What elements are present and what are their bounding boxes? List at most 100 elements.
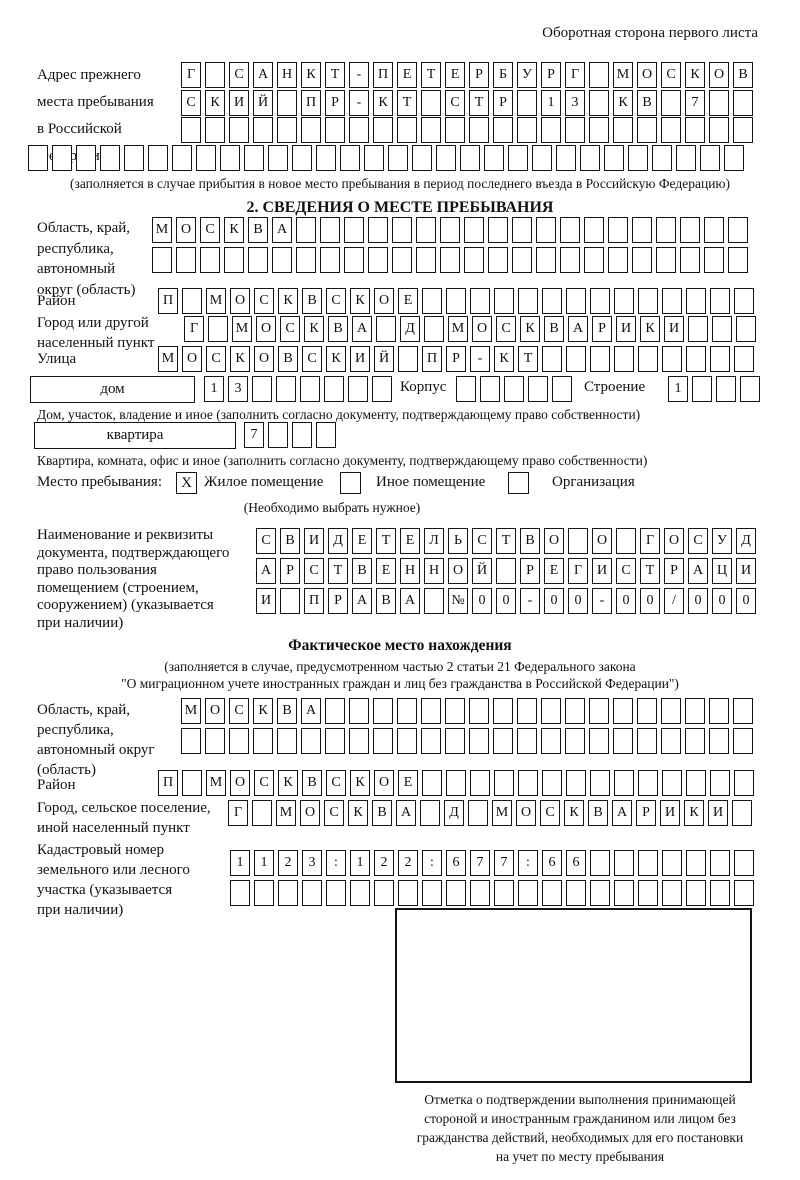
char-box[interactable]: О [472, 316, 492, 342]
char-box[interactable] [733, 728, 753, 754]
char-box[interactable] [512, 247, 532, 273]
char-box[interactable]: О [709, 62, 729, 88]
char-box[interactable] [733, 698, 753, 724]
char-box[interactable]: В [520, 528, 540, 554]
char-box[interactable]: С [445, 90, 465, 116]
char-box[interactable] [392, 217, 412, 243]
char-box[interactable]: Д [328, 528, 348, 554]
char-box[interactable] [685, 117, 705, 143]
char-box[interactable] [542, 880, 562, 906]
char-box[interactable]: 6 [446, 850, 466, 876]
char-box[interactable] [704, 247, 724, 273]
char-box[interactable]: В [280, 528, 300, 554]
char-box[interactable]: О [205, 698, 225, 724]
char-box[interactable]: К [301, 62, 321, 88]
char-box[interactable] [493, 728, 513, 754]
char-box[interactable]: Д [444, 800, 464, 826]
char-box[interactable] [176, 247, 196, 273]
char-box[interactable]: К [326, 346, 346, 372]
char-box[interactable]: Е [400, 528, 420, 554]
char-box[interactable] [446, 770, 466, 796]
char-box[interactable] [373, 728, 393, 754]
char-box[interactable] [248, 247, 268, 273]
char-box[interactable] [517, 728, 537, 754]
char-box[interactable]: А [396, 800, 416, 826]
char-box[interactable] [445, 117, 465, 143]
char-box[interactable] [422, 770, 442, 796]
char-box[interactable] [542, 288, 562, 314]
char-box[interactable] [436, 145, 456, 171]
char-box[interactable]: 1 [668, 376, 688, 402]
char-box[interactable]: М [181, 698, 201, 724]
char-box[interactable] [496, 558, 516, 584]
char-box[interactable]: А [352, 588, 372, 614]
char-box[interactable]: Т [328, 558, 348, 584]
char-box[interactable]: В [328, 316, 348, 342]
char-box[interactable]: И [350, 346, 370, 372]
char-box[interactable]: Г [228, 800, 248, 826]
char-box[interactable]: Е [398, 288, 418, 314]
char-box[interactable]: С [496, 316, 516, 342]
char-box[interactable] [686, 770, 706, 796]
char-box[interactable]: К [304, 316, 324, 342]
char-box[interactable] [740, 376, 760, 402]
char-box[interactable] [470, 770, 490, 796]
char-box[interactable]: Ц [712, 558, 732, 584]
char-box[interactable] [728, 217, 748, 243]
char-box[interactable] [632, 247, 652, 273]
char-box[interactable]: 0 [712, 588, 732, 614]
char-box[interactable]: О [592, 528, 612, 554]
char-box[interactable]: : [422, 850, 442, 876]
char-box[interactable] [686, 850, 706, 876]
char-box[interactable]: 2 [278, 850, 298, 876]
char-box[interactable] [614, 346, 634, 372]
char-box[interactable]: А [612, 800, 632, 826]
char-box[interactable]: С [324, 800, 344, 826]
char-box[interactable]: А [253, 62, 273, 88]
char-box[interactable] [420, 800, 440, 826]
char-box[interactable]: 7 [494, 850, 514, 876]
char-box[interactable]: - [592, 588, 612, 614]
char-box[interactable] [566, 346, 586, 372]
char-box[interactable] [445, 728, 465, 754]
char-box[interactable]: С [661, 62, 681, 88]
char-box[interactable]: П [158, 288, 178, 314]
char-box[interactable]: 7 [244, 422, 264, 448]
char-box[interactable] [348, 376, 368, 402]
char-box[interactable] [398, 346, 418, 372]
char-box[interactable] [637, 117, 657, 143]
char-box[interactable]: П [158, 770, 178, 796]
char-box[interactable]: В [637, 90, 657, 116]
char-box[interactable] [277, 728, 297, 754]
char-box[interactable]: В [733, 62, 753, 88]
char-box[interactable] [662, 346, 682, 372]
char-box[interactable] [734, 346, 754, 372]
char-box[interactable]: Г [565, 62, 585, 88]
char-box[interactable]: 7 [470, 850, 490, 876]
char-box[interactable]: В [248, 217, 268, 243]
char-box[interactable] [252, 800, 272, 826]
char-box[interactable] [589, 117, 609, 143]
char-box[interactable]: И [708, 800, 728, 826]
char-box[interactable]: С [254, 770, 274, 796]
char-box[interactable] [446, 880, 466, 906]
char-box[interactable]: П [373, 62, 393, 88]
char-box[interactable] [325, 698, 345, 724]
char-box[interactable] [662, 880, 682, 906]
char-box[interactable]: 3 [565, 90, 585, 116]
char-box[interactable] [709, 90, 729, 116]
char-box[interactable]: К [253, 698, 273, 724]
char-box[interactable]: 1 [254, 850, 274, 876]
char-box[interactable] [182, 770, 202, 796]
char-box[interactable] [716, 376, 736, 402]
char-box[interactable]: Т [325, 62, 345, 88]
char-box[interactable] [416, 247, 436, 273]
char-box[interactable] [398, 880, 418, 906]
char-box[interactable]: Т [496, 528, 516, 554]
char-box[interactable] [710, 880, 730, 906]
char-box[interactable] [100, 145, 120, 171]
char-box[interactable]: И [229, 90, 249, 116]
char-box[interactable] [480, 376, 500, 402]
char-box[interactable] [709, 698, 729, 724]
char-box[interactable] [613, 698, 633, 724]
